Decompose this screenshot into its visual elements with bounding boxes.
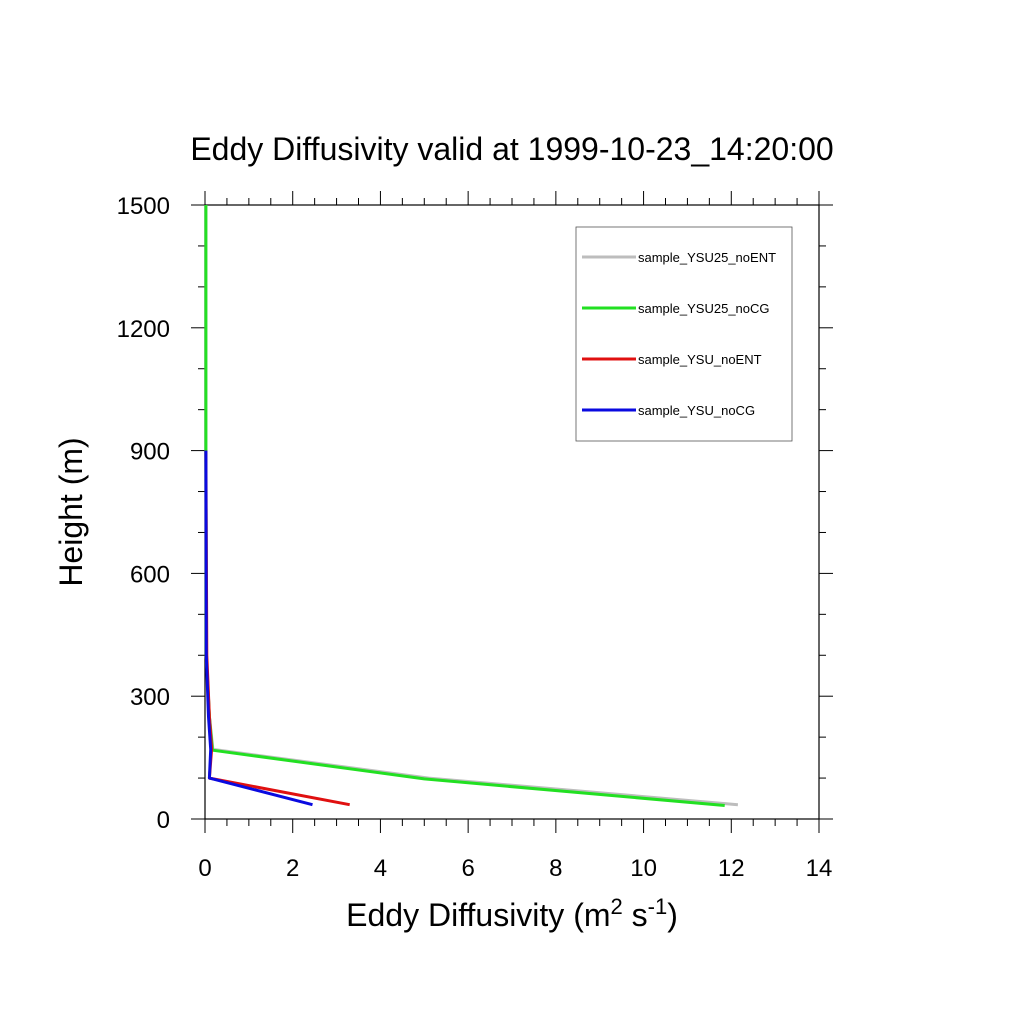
x-tick-label: 8 <box>549 855 562 882</box>
legend-label: sample_YSU_noCG <box>638 403 755 418</box>
x-tick-label: 4 <box>374 855 387 882</box>
chart-title: Eddy Diffusivity valid at 1999-10-23_14:… <box>190 131 833 167</box>
x-tick-label: 14 <box>806 855 833 882</box>
y-tick-label: 1500 <box>117 193 170 220</box>
y-tick-label: 900 <box>130 439 170 466</box>
x-tick-label: 2 <box>286 855 299 882</box>
legend-label: sample_YSU_noENT <box>638 352 762 367</box>
y-tick-label: 300 <box>130 684 170 711</box>
axis-ticks <box>191 191 833 833</box>
x-tick-label: 6 <box>461 855 474 882</box>
x-axis-title: Eddy Diffusivity (m2 s-1) <box>346 894 678 933</box>
x-tick-label: 10 <box>630 855 657 882</box>
legend: sample_YSU25_noENT sample_YSU25_noCGsampl… <box>575 226 793 442</box>
x-tick-label: 0 <box>198 855 211 882</box>
y-tick-label: 600 <box>130 561 170 588</box>
legend-label: sample_YSU25_noCG <box>638 301 770 316</box>
legend-label: sample_YSU25_noENT <box>638 250 776 265</box>
x-tick-label: 12 <box>718 855 745 882</box>
axis-tick-labels: 0 2 4 6 8 10 12 14 0 300 600 900 1200 1500 <box>117 193 833 882</box>
series-line-sample_YSU_noCG <box>204 450 313 807</box>
legend-box <box>575 226 793 442</box>
y-tick-label: 1200 <box>117 316 170 343</box>
y-tick-label: 0 <box>157 807 170 834</box>
data-series <box>204 205 739 807</box>
y-axis-title: Height (m) <box>53 437 89 586</box>
